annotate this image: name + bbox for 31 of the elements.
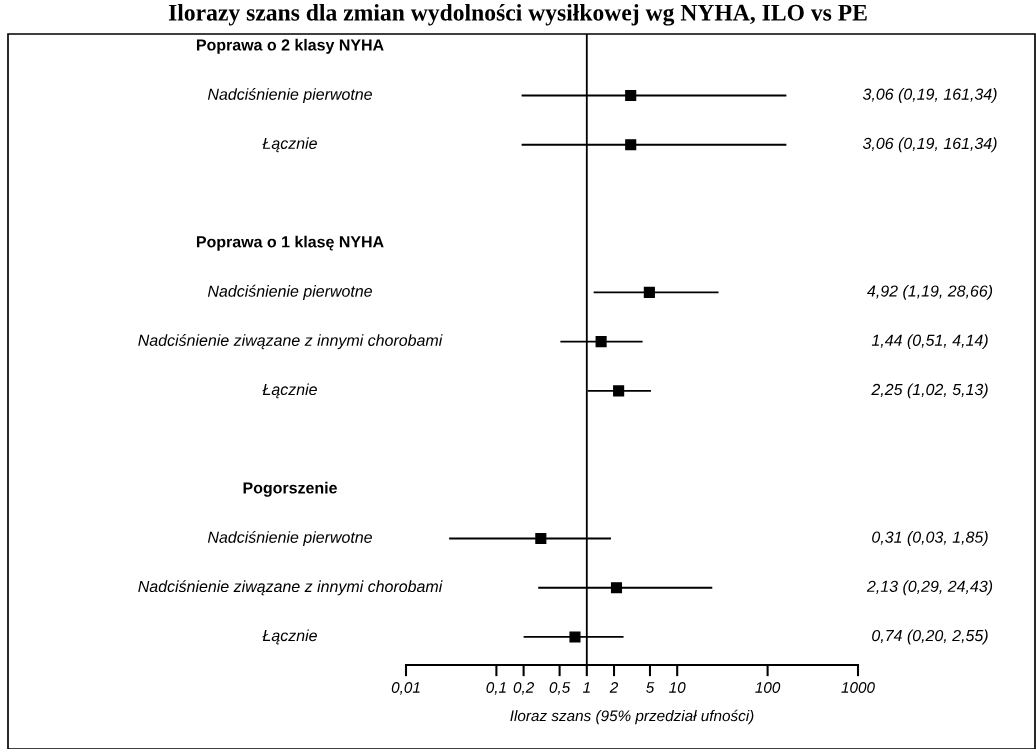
y-tick-label: Łącznie [262,629,317,645]
y-tick-label: Pogorszenie [243,481,337,497]
x-tick-label: 0,2 [513,682,535,695]
data-label: 2,13 (0,29, 24,43) [866,580,993,596]
x-tick-label: 5 [646,682,655,693]
data-label: 2,25 (1,02, 5,13) [871,383,988,399]
data-label: 0,74 (0,20, 2,55) [872,629,988,645]
data-label: 3,06 (0,19, 161,34) [862,88,997,103]
y-tick-label: Nadciśnienie ziwązane z innymi chorobami [138,334,443,350]
x-tick-label: 100 [755,682,781,693]
y-tick-label: Poprawa o 1 klasę NYHA [196,235,384,251]
x-tick-label: 1000 [841,682,875,693]
x-tick-label: 0,01 [391,682,420,695]
y-tick-label: Nadciśnienie pierwotne [207,87,372,104]
y-tick-label: Poprawa o 2 klasy NYHA [196,38,384,54]
y-tick-label: Nadciśnienie pierwotne [207,530,372,547]
data-label: 4,92 (1,19, 28,66) [867,284,993,300]
chart-title: Ilorazy szans dla zmian wydolności wysiłkowej wg NYHA, ILO vs PE [168,4,867,26]
y-tick-label: Łącznie [262,383,317,399]
y-tick-label: Łącznie [262,137,317,153]
x-tick-label: 2 [609,682,619,693]
y-tick-label: Nadciśnienie pierwotne [207,284,372,300]
x-tick-label: 0,1 [486,682,506,695]
y-tick-label: Nadciśnienie ziwązane z innymi chorobami [138,580,443,596]
x-tick-label: 10 [669,682,686,693]
x-tick-label: 1 [582,682,590,693]
data-label: 3,06 (0,19, 161,34) [862,137,997,153]
data-label: 0,31 (0,03, 1,85) [872,531,988,546]
x-tick-label: 0,5 [549,682,571,695]
x-axis-title: Iloraz szans (95% przedział ufności) [510,709,754,725]
data-label: 1,44 (0,51, 4,14) [871,334,988,350]
